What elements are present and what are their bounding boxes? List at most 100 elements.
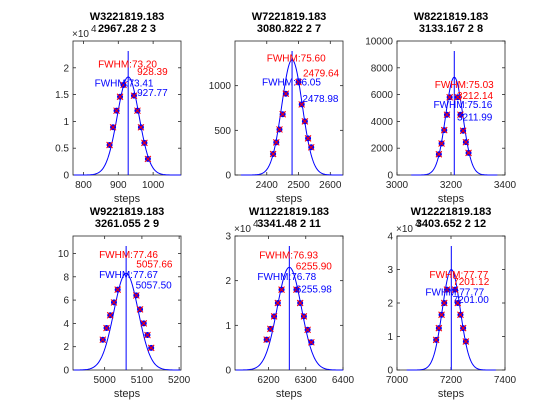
- data-point-cross: [435, 150, 443, 158]
- data-point: [140, 320, 148, 327]
- data-point-cross: [269, 150, 277, 158]
- annotation-blue: FWHM:73.41: [95, 79, 154, 90]
- x-tick-label: 2400: [256, 180, 279, 191]
- x-tick-label: 6300: [295, 375, 318, 386]
- data-point: [116, 93, 124, 101]
- data-point: [443, 286, 451, 293]
- y-axis-multiplier: ×10: [72, 29, 89, 40]
- y-tick-label: 0: [63, 171, 69, 182]
- data-point: [134, 107, 141, 115]
- data-point: [465, 149, 472, 157]
- data-point: [435, 150, 443, 158]
- subplot-title-line: W8221819.183: [414, 11, 489, 23]
- y-axis-multiplier: ×10: [396, 224, 413, 235]
- data-point-cross: [110, 299, 118, 306]
- data-point: [263, 336, 271, 343]
- x-tick-label: 5100: [131, 375, 154, 386]
- data-point-cross: [435, 324, 443, 332]
- data-point-cross: [276, 126, 283, 133]
- data-point: [103, 324, 110, 332]
- y-tick-label: 2: [63, 342, 69, 353]
- data-point-cross: [438, 311, 445, 319]
- data-point-cross: [443, 286, 451, 293]
- data-point-cross: [134, 107, 141, 115]
- subplot-title-line: 3080.822 2 7: [257, 23, 321, 35]
- data-point-cross: [141, 139, 148, 147]
- data-point-cross: [140, 320, 148, 327]
- data-point: [269, 150, 277, 158]
- data-point-cross: [147, 344, 155, 352]
- data-point: [301, 118, 309, 125]
- data-point-cross: [137, 123, 145, 131]
- subplot-title-line: 3341.48 2 11: [257, 218, 321, 230]
- annotation-blue: 2478.98: [302, 94, 339, 105]
- data-point: [451, 286, 459, 293]
- data-point: [304, 135, 312, 142]
- data-point: [267, 325, 274, 333]
- data-point: [282, 90, 290, 98]
- gaussian-fit-curve: [74, 76, 181, 176]
- data-point-cross: [459, 324, 467, 332]
- x-tick-label: 1000: [142, 180, 165, 191]
- data-point: [459, 127, 467, 135]
- y-tick-label: 1: [225, 321, 231, 332]
- data-point-cross: [301, 118, 309, 125]
- data-point: [307, 143, 315, 151]
- y-tick-label: 4000: [371, 117, 394, 128]
- data-point: [279, 110, 287, 118]
- data-point: [462, 138, 470, 146]
- data-point: [144, 331, 151, 339]
- data-point: [307, 338, 315, 346]
- subplot-title-line: W7221819.183: [252, 11, 327, 23]
- subplot-title-line: W11221819.183: [249, 206, 329, 218]
- data-point-cross: [432, 336, 440, 344]
- data-point-cross: [304, 135, 312, 142]
- x-axis-label: steps: [276, 388, 303, 400]
- data-point-cross: [106, 311, 114, 319]
- y-tick-label: 6000: [371, 90, 394, 101]
- x-tick-label: 900: [110, 180, 127, 191]
- data-point-cross: [446, 93, 454, 101]
- y-tick-label: 0: [387, 366, 393, 377]
- data-point: [440, 299, 448, 307]
- y-axis-multiplier-exponent: 4: [415, 219, 421, 230]
- data-point: [144, 155, 152, 163]
- data-point: [296, 299, 304, 307]
- data-point: [454, 299, 462, 307]
- y-tick-label: 8000: [371, 63, 394, 74]
- data-point: [106, 311, 114, 319]
- data-point: [136, 306, 144, 313]
- data-point: [457, 311, 464, 319]
- x-axis-label: steps: [438, 388, 465, 400]
- annotation-red: 928.39: [137, 67, 168, 78]
- data-point: [130, 92, 138, 100]
- axes-box: [72, 235, 182, 371]
- annotation-red: FWHM:76.93: [259, 250, 318, 261]
- data-point-cross: [296, 299, 304, 307]
- data-point: [137, 123, 145, 131]
- subplot-title-line: W12221819.183: [411, 206, 492, 218]
- annotation-blue: FWHM:75.16: [433, 100, 492, 111]
- data-point: [276, 126, 283, 133]
- data-point: [270, 313, 278, 320]
- annotation-red: FWHM:77.77: [429, 270, 488, 281]
- y-tick-label: 500: [214, 126, 231, 137]
- annotation-red: 7201.12: [453, 277, 490, 288]
- data-point-cross: [274, 299, 282, 307]
- y-tick-label: 1.5: [55, 90, 69, 101]
- y-tick-label: 1: [63, 117, 69, 128]
- y-tick-label: 3: [387, 265, 393, 276]
- data-point-cross: [295, 78, 302, 86]
- data-point-cross: [465, 149, 472, 157]
- data-point: [298, 101, 306, 108]
- annotation-red: 2479.64: [303, 69, 340, 80]
- data-point-cross: [462, 138, 470, 146]
- data-point-cross: [438, 140, 445, 147]
- data-point-cross: [440, 299, 448, 307]
- data-point: [99, 336, 107, 344]
- x-tick-label: 6400: [332, 375, 355, 386]
- data-point-cross: [132, 292, 140, 299]
- data-point-cross: [114, 286, 122, 293]
- data-point: [120, 81, 127, 89]
- x-tick-label: 3200: [440, 180, 463, 191]
